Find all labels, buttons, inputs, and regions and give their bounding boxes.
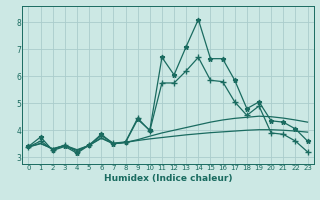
X-axis label: Humidex (Indice chaleur): Humidex (Indice chaleur) <box>104 174 232 183</box>
